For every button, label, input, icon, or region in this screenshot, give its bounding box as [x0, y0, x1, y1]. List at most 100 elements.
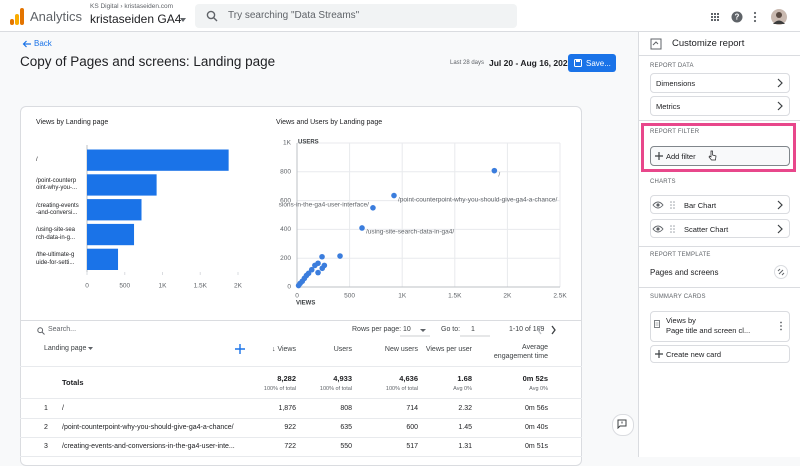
x-tick-label: 0 — [295, 293, 299, 300]
x-tick-label: 1.5K — [448, 293, 462, 300]
section-heading: CHARTS — [650, 179, 676, 185]
back-link[interactable]: Back — [34, 39, 52, 48]
row-index: 3 — [44, 443, 48, 450]
date-range[interactable]: Jul 20 - Aug 16, 2022 — [489, 58, 573, 68]
add-dimension[interactable] — [235, 344, 245, 354]
total-value: 4,636 — [399, 374, 418, 383]
column-header[interactable]: Landing page — [44, 345, 87, 352]
scatter-point — [308, 266, 315, 273]
divider — [20, 320, 582, 321]
row-divider — [20, 418, 582, 419]
section-heading: REPORT TEMPLATE — [650, 252, 711, 258]
landing-page[interactable]: /point-counterpoint-why-you-should-give-… — [62, 424, 234, 431]
landing-page[interactable]: /creating-events-and-conversions-in-the-… — [62, 443, 235, 450]
column-header[interactable]: Users — [333, 346, 352, 353]
cell: 722 — [284, 443, 296, 450]
create-card-button[interactable] — [650, 345, 790, 363]
page-range: 1-10 of 189 — [509, 326, 545, 333]
scatter-point — [319, 265, 326, 272]
totals-label: Totals — [62, 378, 84, 387]
bar-label: / — [36, 156, 38, 163]
column-header[interactable]: Average engagement time — [493, 344, 548, 360]
cell: 1.31 — [458, 443, 472, 450]
cell: 635 — [340, 424, 352, 431]
property-name[interactable]: kristaseiden GA4 — [90, 12, 182, 26]
card-menu[interactable] — [779, 321, 783, 331]
cell: 0m 56s — [525, 405, 548, 412]
section-heading: REPORT FILTER — [650, 129, 700, 135]
add-filter-label: Add filter — [666, 152, 696, 161]
bar — [87, 149, 229, 171]
cell: 600 — [406, 424, 418, 431]
point-label: / — [498, 171, 500, 178]
x-tick-label: 1.5K — [194, 283, 208, 290]
divider — [638, 246, 800, 247]
metrics-row[interactable] — [650, 96, 790, 116]
panel-title: Customize report — [672, 38, 745, 49]
goto-label: Go to: — [441, 326, 461, 333]
dimensions-label: Dimensions — [656, 79, 696, 88]
unlink-icon[interactable] — [774, 265, 788, 279]
dropdown-icon — [180, 18, 186, 22]
svg-text:?: ? — [735, 13, 740, 22]
goto-page[interactable]: 1 — [471, 326, 475, 333]
scatter-point — [491, 167, 498, 174]
y-tick-label: 1K — [283, 140, 292, 147]
account-path[interactable]: KS Digital › kristaseiden.com — [90, 3, 174, 10]
y-tick-label: 800 — [280, 169, 291, 176]
chart-name: Scatter Chart — [684, 225, 729, 234]
cell: 808 — [340, 405, 352, 412]
search-box[interactable] — [195, 4, 517, 28]
row-divider — [20, 398, 582, 399]
y-axis-label: USERS — [298, 140, 319, 146]
sort-dropdown — [88, 347, 93, 350]
chart-name: Bar Chart — [684, 201, 717, 210]
create-card-label: Create new card — [666, 350, 722, 359]
column-header[interactable]: ↓ Views — [272, 346, 296, 353]
cell: 922 — [284, 424, 296, 431]
report-title: Copy of Pages and screens: Landing page — [20, 54, 276, 69]
total-sub: Avg 0% — [453, 386, 472, 392]
total-value: 4,933 — [333, 374, 352, 383]
x-tick-label: 1K — [398, 293, 407, 300]
search-icon — [206, 10, 218, 22]
date-range-label: Last 28 days — [450, 60, 485, 66]
column-header[interactable]: Views per user — [425, 346, 472, 353]
plus-icon — [655, 152, 663, 160]
cell: 714 — [406, 405, 418, 412]
pager-arrows[interactable] — [536, 324, 560, 336]
chart-row[interactable] — [650, 195, 790, 214]
landing-page[interactable]: / — [62, 405, 64, 412]
summary-card[interactable] — [650, 311, 790, 342]
back-arrow[interactable] — [22, 40, 32, 48]
table-search-icon — [37, 327, 45, 335]
total-sub: 100% of total — [319, 386, 352, 392]
header-icons[interactable]: ? — [708, 8, 798, 26]
scatter-point — [359, 225, 365, 231]
chart-row[interactable] — [650, 219, 790, 238]
save-button[interactable] — [568, 54, 616, 72]
cell: 517 — [406, 443, 418, 450]
chart-row-icons — [652, 200, 783, 234]
table-search[interactable]: Search... — [48, 326, 77, 333]
total-sub: 100% of total — [263, 386, 296, 392]
x-tick-label: 2K — [503, 293, 512, 300]
rows-per-page-label: Rows per page: — [352, 326, 402, 333]
logo — [10, 8, 24, 25]
dimensions-row[interactable] — [650, 73, 790, 93]
chart-title: Views and Users by Landing page — [276, 119, 383, 126]
plus-icon — [655, 350, 663, 358]
customize-icon — [650, 38, 662, 50]
bar-label: /the-ultimate-g uide-for-setti... — [36, 252, 75, 266]
scatter-point — [319, 253, 325, 260]
rows-per-page[interactable]: 10 — [403, 326, 411, 333]
y-tick-label: 200 — [280, 255, 291, 262]
bar — [87, 223, 135, 246]
scatter-point — [295, 282, 302, 289]
add-filter-button[interactable] — [650, 146, 790, 166]
column-header[interactable]: New users — [384, 346, 418, 353]
product-name: Analytics — [30, 9, 83, 24]
bar — [87, 199, 142, 221]
